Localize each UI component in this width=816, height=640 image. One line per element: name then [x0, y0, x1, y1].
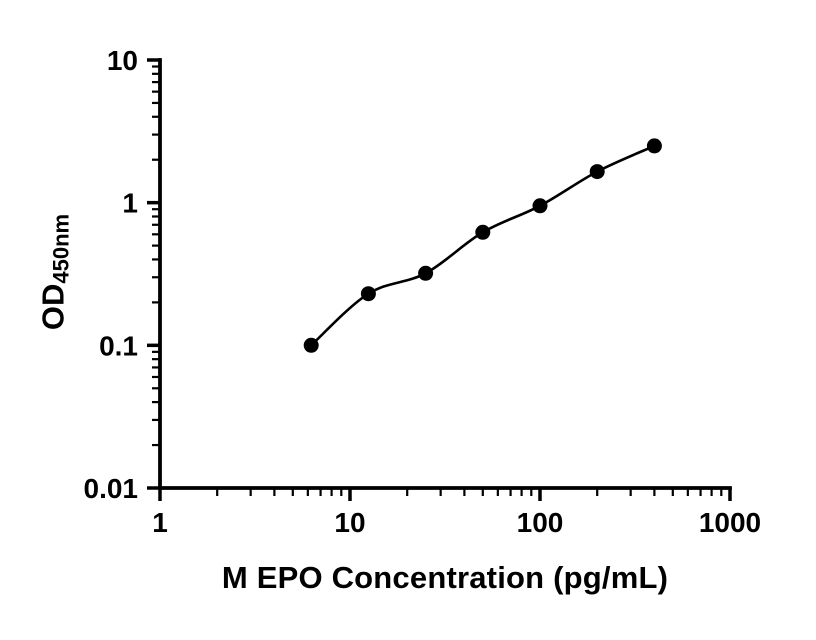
data-point-25	[418, 265, 434, 281]
axes	[158, 58, 732, 490]
y-tick-label-1: 1	[122, 188, 138, 219]
x-tick-label-10: 10	[334, 507, 365, 538]
data-point-100	[532, 198, 548, 214]
y-tick-label-10: 10	[107, 45, 138, 76]
x-tick-label-1000: 1000	[699, 507, 761, 538]
y-axis-label-main: OD	[35, 283, 71, 331]
data-point-50	[475, 224, 491, 240]
y-tick-label-0.1: 0.1	[99, 330, 138, 361]
x-axis-label: M EPO Concentration (pg/mL)	[221, 560, 669, 595]
y-tick-label-0.01: 0.01	[84, 473, 139, 504]
y-axis-label: OD450nm	[36, 214, 75, 330]
data-point-12.5	[360, 286, 376, 302]
data-point-6.25	[303, 337, 319, 353]
data-point-200	[589, 164, 605, 180]
x-tick-label-100: 100	[517, 507, 564, 538]
data-point-400	[646, 138, 662, 154]
y-axis-label-subscript: 450nm	[48, 213, 74, 284]
x-tick-label-1: 1	[152, 507, 168, 538]
